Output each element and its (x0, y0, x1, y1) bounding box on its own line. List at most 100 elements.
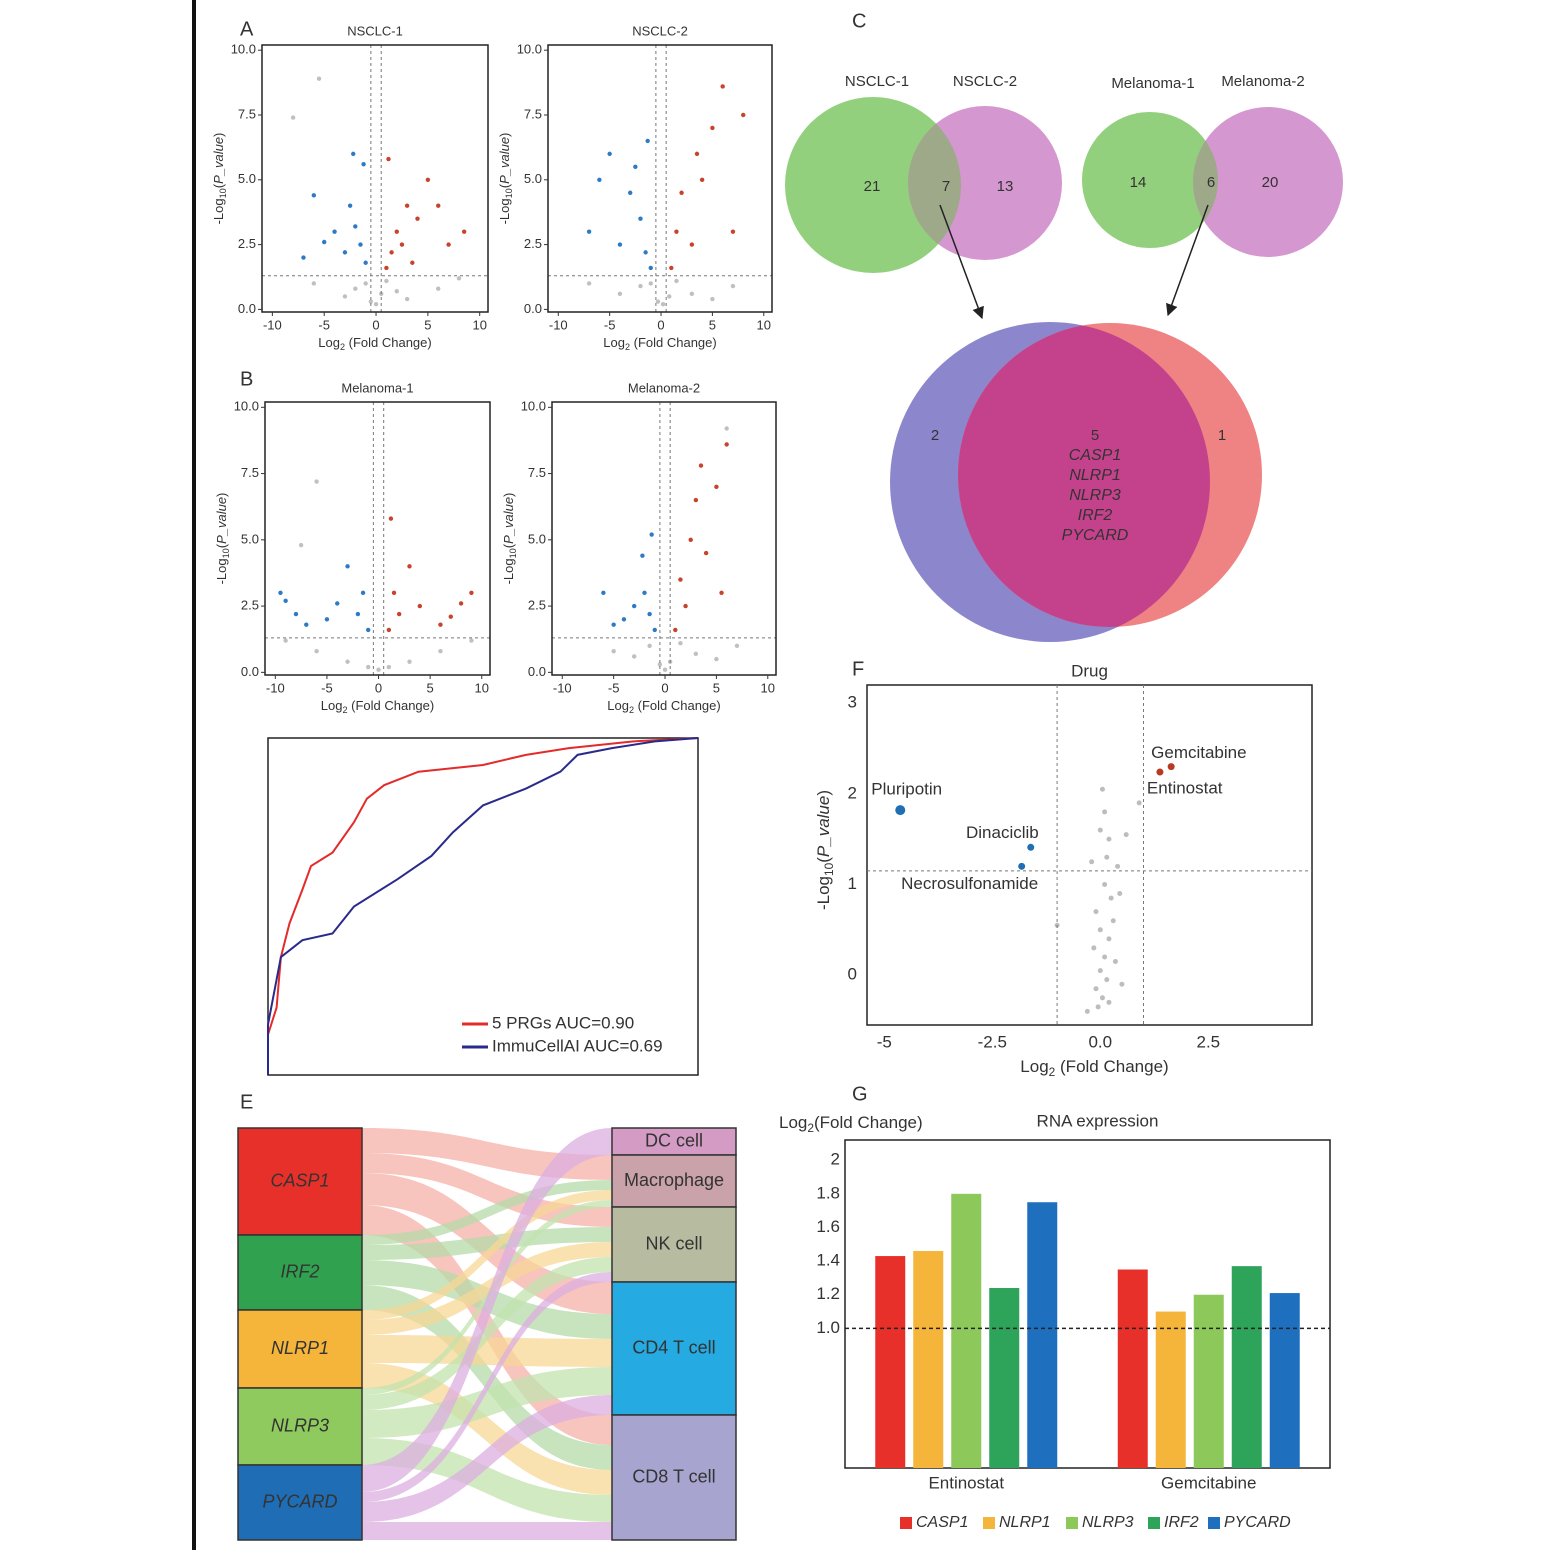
plot-frame (547, 44, 773, 313)
y-tick-label: 0.0 (524, 301, 542, 316)
point (601, 590, 606, 596)
y-tick-label: 5.0 (524, 171, 542, 186)
point (1089, 859, 1095, 865)
y-tick-label: 5.0 (238, 171, 256, 186)
point-label: Entinostat (1147, 779, 1223, 798)
x-tick-label: -5 (318, 317, 330, 332)
label-part: 10 (218, 188, 228, 198)
y-tick-label: 0.0 (528, 664, 546, 679)
chart-title: Melanoma-1 (341, 380, 413, 395)
x-tick-label: 0 (375, 680, 382, 695)
x-tick-label: -10 (549, 317, 568, 332)
point (436, 203, 441, 208)
point (407, 564, 412, 569)
x-tick-label: 0.0 (1088, 1032, 1112, 1051)
x-tick-label: Gemcitabine (1161, 1473, 1256, 1492)
point (351, 151, 356, 157)
legend-swatch (1066, 1517, 1078, 1529)
venn-count: 7 (942, 178, 950, 195)
bar (951, 1193, 982, 1468)
venn-gene: CASP1 (1069, 447, 1121, 464)
point (314, 479, 319, 484)
point (1106, 999, 1112, 1005)
venn-count: 13 (997, 178, 1014, 195)
y-tick-label: 1.0 (816, 1318, 840, 1337)
point (342, 294, 348, 299)
legend-label: 5 PRGs AUC=0.90 (492, 1013, 634, 1032)
label-part: ) (214, 493, 229, 497)
x-tick-label: 10 (472, 317, 486, 332)
sankey-link (362, 1335, 612, 1367)
y-tick-label: 2.5 (524, 236, 542, 251)
sankey-link (362, 1257, 612, 1410)
bar (913, 1251, 944, 1468)
point (597, 177, 602, 182)
x-tick-label: 5 (424, 317, 431, 332)
point (678, 640, 683, 646)
sankey-link (362, 1285, 612, 1470)
point (1119, 981, 1125, 987)
y-tick-label: 1.4 (816, 1251, 840, 1270)
point (446, 242, 451, 247)
point (645, 138, 650, 144)
x-tick-label: 5 (713, 680, 720, 695)
y-tick-label: 1.8 (816, 1183, 840, 1202)
legend-swatch (1208, 1517, 1220, 1529)
highlight-point (1167, 763, 1175, 771)
roc-curve (267, 737, 699, 1075)
point (410, 260, 415, 265)
page-border (192, 0, 196, 1550)
label-part: P_value (501, 497, 516, 544)
venn-set (1082, 112, 1218, 248)
chart-title: Drug (1071, 661, 1108, 680)
point (342, 250, 348, 255)
point (386, 156, 391, 162)
y-axis-label: Log2(Fold Change) (779, 1113, 923, 1135)
legend-swatch (900, 1517, 912, 1529)
point (734, 643, 740, 649)
x-axis-label: Log2 (Fold Change) (607, 698, 720, 715)
sankey-node (611, 1281, 737, 1416)
point (1102, 809, 1108, 815)
point (345, 564, 350, 569)
point (652, 627, 657, 633)
y-tick-label: 10.0 (231, 42, 256, 57)
point (1102, 954, 1108, 960)
plot-frame (267, 737, 699, 1076)
y-tick-label: 10.0 (234, 399, 259, 414)
y-axis-label: -Log10(P_value) (501, 493, 518, 585)
label-part: Log (321, 698, 343, 713)
label-part: (Fold Change) (345, 335, 432, 350)
y-tick-label: 2 (831, 1150, 840, 1169)
arrow (1166, 204, 1209, 317)
point (311, 193, 317, 198)
point (456, 276, 462, 281)
plot-frame (551, 401, 777, 676)
label-part: 2 (340, 342, 345, 352)
point (741, 112, 746, 118)
sankey-node (237, 1464, 363, 1541)
point (694, 151, 700, 157)
point (688, 537, 693, 543)
sankey-link (362, 1363, 612, 1495)
venn-gene: PYCARD (1062, 527, 1129, 544)
label-part: Log (603, 335, 625, 350)
label-part: P_value (497, 137, 512, 184)
label-part: -Log (211, 198, 226, 224)
point (648, 265, 653, 271)
venn-count: 6 (1207, 174, 1215, 191)
x-tick-label: 5 (427, 680, 434, 695)
venn-count: 1 (1218, 427, 1226, 444)
point (436, 286, 441, 291)
point (710, 296, 715, 302)
point (693, 497, 699, 503)
label-part: ) (211, 133, 226, 137)
sankey-link (362, 1272, 612, 1502)
y-tick-label: 2.5 (528, 598, 546, 613)
point (714, 484, 719, 490)
sankey-node-label: NLRP3 (271, 1415, 329, 1435)
sankey-node-label: IRF2 (280, 1261, 319, 1281)
y-tick-label: 7.5 (241, 465, 259, 480)
venn-count: 2 (931, 427, 939, 444)
point (628, 190, 633, 195)
